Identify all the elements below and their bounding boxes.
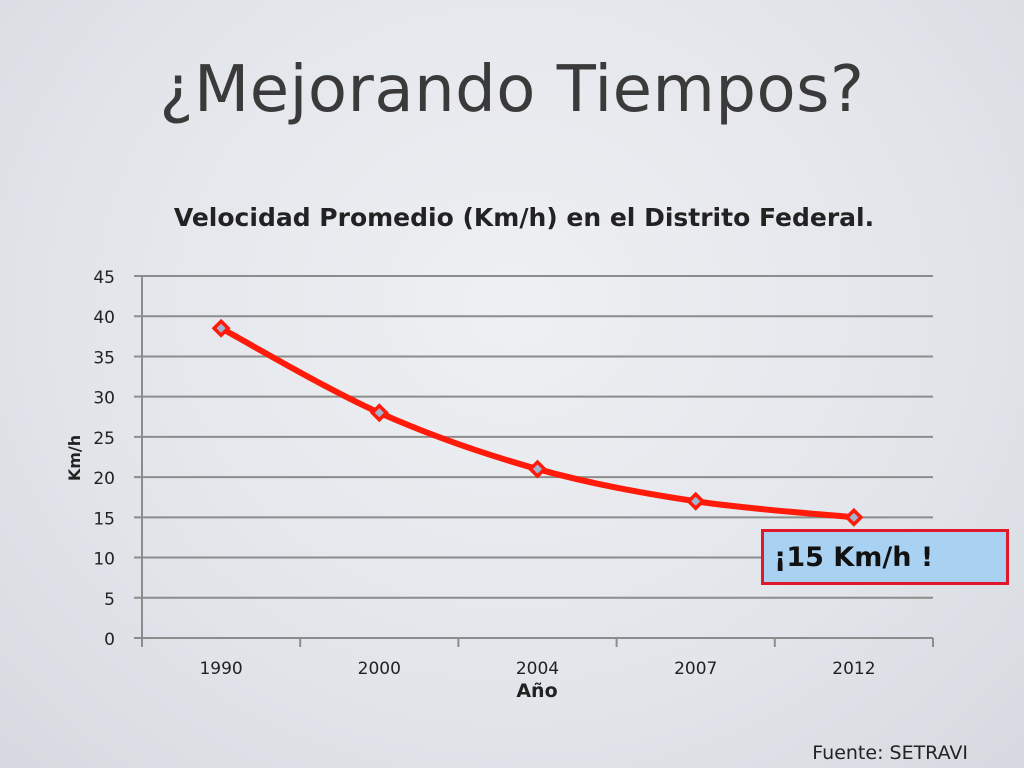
x-axis-ticks: 1990 2000 2004 2007 2012 [141,638,934,679]
y-tick-label: 45 [93,268,115,288]
y-tick-label: 20 [93,469,115,489]
y-tick-label: 10 [93,550,115,570]
speed-callout: ¡15 Km/h ! [761,529,1009,585]
x-tick-label: 2004 [516,659,559,679]
y-tick-label: 5 [104,590,115,610]
y-axis-label: Km/h [65,435,84,481]
chart-title: Velocidad Promedio (Km/h) en el Distrito… [174,203,874,232]
x-tick-label: 2007 [674,659,717,679]
y-tick-label: 0 [104,630,115,650]
data-point-1990 [211,318,231,338]
y-tick-label: 25 [93,429,115,449]
chart-series [211,318,864,527]
y-tick-label: 30 [93,389,115,409]
y-tick-label: 40 [93,308,115,328]
source-note: Fuente: SETRAVI [812,742,968,764]
x-tick-label: 1990 [199,659,242,679]
y-tick-label: 15 [93,509,115,529]
x-axis-label: Año [516,680,557,702]
y-tick-label: 35 [93,348,115,368]
data-point-2000 [369,403,389,423]
slide-title: ¿Mejorando Tiempos? [159,53,865,127]
data-point-2007 [686,491,706,511]
data-point-2004 [528,459,547,479]
x-tick-label: 2000 [358,659,401,679]
y-axis-ticks: 0 5 10 15 20 25 30 35 40 45 [93,268,115,650]
data-point-2012 [844,507,864,527]
x-tick-label: 2012 [832,659,875,679]
